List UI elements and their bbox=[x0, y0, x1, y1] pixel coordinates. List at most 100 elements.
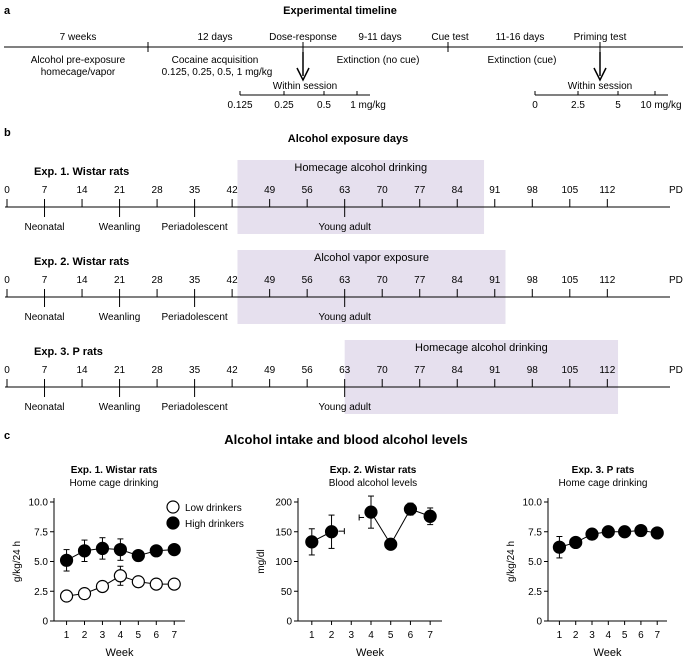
x-tick-label: 5 bbox=[136, 630, 142, 641]
day-label: 42 bbox=[227, 365, 239, 376]
exposure-shade bbox=[237, 160, 485, 234]
phase-label: Priming test bbox=[574, 32, 627, 43]
chart-title: Exp. 3. P rats bbox=[572, 465, 635, 476]
panel-b-title: Alcohol exposure days bbox=[288, 133, 408, 145]
day-label: 84 bbox=[452, 185, 464, 196]
day-label: 77 bbox=[414, 275, 426, 286]
exposure-shade bbox=[237, 250, 506, 324]
x-tick-label: 2 bbox=[82, 630, 88, 641]
chart-1: Exp. 1. Wistar rats Home cage drinking 0 2.… bbox=[12, 465, 244, 659]
day-label: 56 bbox=[302, 365, 314, 376]
x-tick-label: 5 bbox=[622, 630, 628, 641]
data-point bbox=[305, 535, 319, 549]
y-tick-label: 150 bbox=[275, 527, 292, 538]
dose-tick: 0.125 bbox=[227, 100, 252, 111]
day-label: 35 bbox=[189, 185, 201, 196]
panel-c-title: Alcohol intake and blood alcohol levels bbox=[224, 432, 467, 447]
data-point bbox=[403, 502, 418, 516]
dose-tick: 0 bbox=[532, 100, 538, 111]
cocaine-description: Cocaine acquisition bbox=[172, 55, 259, 66]
day-label: 77 bbox=[414, 365, 426, 376]
panel-a-title: Experimental timeline bbox=[283, 5, 397, 17]
stage-label: Weanling bbox=[99, 312, 141, 323]
day-label: 49 bbox=[264, 275, 276, 286]
cocaine-description: 0.125, 0.25, 0.5, 1 mg/kg bbox=[162, 67, 273, 78]
chart-subtitle: Home cage drinking bbox=[559, 478, 648, 489]
day-label: 105 bbox=[561, 275, 578, 286]
x-tick-label: 1 bbox=[557, 630, 563, 641]
panel-a-label: a bbox=[4, 5, 11, 17]
data-point-open bbox=[131, 575, 145, 589]
experiment-title: Exp. 2. Wistar rats bbox=[34, 256, 129, 268]
legend-label: Low drinkers bbox=[185, 503, 242, 514]
day-label: 56 bbox=[302, 185, 314, 196]
day-label: 28 bbox=[152, 185, 164, 196]
day-label: 35 bbox=[189, 275, 201, 286]
charts-group: Exp. 1. Wistar rats Home cage drinking 0 2.… bbox=[12, 465, 667, 659]
day-label: 7 bbox=[42, 185, 48, 196]
stage-label: Periadolescent bbox=[162, 312, 228, 323]
experiment-title: Exp. 1. Wistar rats bbox=[34, 166, 129, 178]
y-axis-label: g/kg/24 h bbox=[12, 541, 23, 582]
dose-tick: 5 bbox=[615, 100, 621, 111]
day-label: 91 bbox=[489, 275, 501, 286]
data-point bbox=[634, 523, 648, 538]
x-tick-label: 4 bbox=[118, 630, 124, 641]
experiment-title: Exp. 3. P rats bbox=[34, 346, 103, 358]
day-label: 7 bbox=[42, 365, 48, 376]
x-tick-label: 4 bbox=[606, 630, 612, 641]
phase-label: 9-11 days bbox=[358, 32, 401, 43]
data-point bbox=[364, 505, 378, 519]
x-tick-label: 6 bbox=[408, 630, 414, 641]
x-tick-label: 6 bbox=[154, 630, 160, 641]
exposure-label: Homecage alcohol drinking bbox=[415, 342, 548, 354]
data-point bbox=[618, 525, 632, 539]
data-point-open bbox=[149, 577, 163, 591]
x-tick-label: 5 bbox=[388, 630, 394, 641]
data-point bbox=[585, 527, 599, 541]
day-label: 35 bbox=[189, 365, 201, 376]
pd-unit-label: PD bbox=[669, 275, 683, 286]
y-tick-label: 2.5 bbox=[34, 587, 48, 598]
day-label: 21 bbox=[114, 185, 126, 196]
day-label: 112 bbox=[599, 185, 615, 196]
day-label: 42 bbox=[227, 275, 239, 286]
data-point bbox=[552, 540, 567, 554]
data-point-open bbox=[113, 569, 127, 583]
stage-label: Neonatal bbox=[25, 402, 65, 413]
data-point-open bbox=[95, 579, 110, 594]
stage-label: Neonatal bbox=[25, 222, 65, 233]
day-label: 0 bbox=[4, 365, 10, 376]
day-label: 28 bbox=[152, 275, 164, 286]
pd-unit-label: PD bbox=[669, 365, 683, 376]
day-label: 105 bbox=[561, 185, 578, 196]
data-point-open bbox=[59, 589, 74, 603]
day-label: 63 bbox=[339, 365, 351, 376]
legend-label: High drinkers bbox=[185, 519, 244, 530]
x-tick-label: 3 bbox=[100, 630, 106, 641]
arrowhead-icon bbox=[593, 67, 607, 82]
y-tick-label: 0 bbox=[536, 617, 542, 628]
stage-label: Periadolescent bbox=[162, 402, 228, 413]
chart-subtitle: Blood alcohol levels bbox=[329, 478, 417, 489]
day-label: 84 bbox=[452, 365, 464, 376]
data-point-open bbox=[167, 577, 181, 591]
x-tick-label: 2 bbox=[329, 630, 335, 641]
pd-unit-label: PD bbox=[669, 185, 683, 196]
dose-tick: 10 mg/kg bbox=[640, 100, 681, 111]
y-tick-label: 7.5 bbox=[34, 527, 48, 538]
day-label: 98 bbox=[527, 365, 539, 376]
data-point bbox=[95, 541, 110, 556]
day-label: 7 bbox=[42, 275, 48, 286]
day-label: 112 bbox=[599, 365, 615, 376]
exposure-label: Alcohol vapor exposure bbox=[314, 252, 429, 264]
x-tick-label: 1 bbox=[64, 630, 70, 641]
chart-subtitle: Home cage drinking bbox=[70, 478, 159, 489]
y-tick-label: 10.0 bbox=[523, 498, 543, 509]
data-point bbox=[59, 553, 74, 567]
alcohol-description: Alcohol pre-exposure bbox=[31, 55, 126, 66]
legend-marker bbox=[166, 500, 180, 514]
stage-label: Weanling bbox=[99, 402, 141, 413]
within-session-2: Within session bbox=[568, 81, 632, 92]
